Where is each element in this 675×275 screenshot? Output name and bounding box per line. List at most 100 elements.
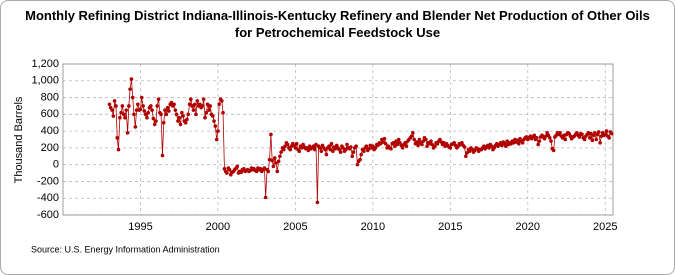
data-point <box>181 114 185 118</box>
data-point <box>577 135 582 139</box>
data-point <box>266 169 271 174</box>
x-tick-label: 2015 <box>438 221 462 233</box>
data-point <box>351 150 356 154</box>
data-point <box>155 104 159 108</box>
data-point <box>534 136 539 140</box>
data-point <box>139 95 144 100</box>
data-point <box>604 129 609 133</box>
data-point <box>216 129 220 133</box>
data-point <box>125 130 130 135</box>
data-point <box>400 146 405 150</box>
data-point <box>272 156 277 160</box>
data-point <box>110 108 114 112</box>
data-point <box>119 110 123 115</box>
data-point <box>169 100 174 105</box>
data-point <box>200 104 205 108</box>
data-point <box>596 130 601 134</box>
data-point <box>107 102 112 107</box>
data-point <box>517 141 521 146</box>
data-point <box>421 139 426 143</box>
data-point <box>355 162 360 167</box>
data-point <box>211 114 215 118</box>
data-point <box>609 131 614 136</box>
data-point <box>271 164 276 169</box>
data-point <box>487 146 491 150</box>
data-point <box>152 122 157 127</box>
y-tick-label: 800 <box>41 91 59 103</box>
data-point <box>172 102 176 107</box>
data-point <box>424 137 428 142</box>
data-point <box>590 138 595 143</box>
data-point <box>186 112 190 117</box>
data-point <box>324 152 329 157</box>
data-point <box>417 137 422 142</box>
data-point <box>331 149 335 154</box>
y-tick-label: 1,000 <box>31 75 59 87</box>
data-point <box>134 108 139 112</box>
data-point <box>359 152 364 157</box>
data-point <box>389 146 393 151</box>
data-point <box>121 112 126 117</box>
data-point <box>358 157 362 162</box>
data-point <box>165 105 170 110</box>
data-point <box>448 146 453 150</box>
data-point <box>547 136 552 140</box>
data-point <box>143 112 148 117</box>
data-point <box>395 142 400 147</box>
data-point <box>462 145 467 149</box>
data-point <box>263 195 268 200</box>
data-point <box>116 147 121 152</box>
y-tick-label: -600 <box>37 209 59 221</box>
x-tick-label: 2025 <box>593 221 617 233</box>
data-point <box>318 146 322 150</box>
data-point <box>338 150 343 154</box>
data-point <box>594 137 599 142</box>
x-tick-label: 2000 <box>206 221 230 233</box>
data-point <box>111 114 116 118</box>
data-point <box>205 102 210 107</box>
data-point <box>412 137 417 142</box>
data-point <box>128 87 132 91</box>
data-point <box>130 95 135 100</box>
data-point <box>276 159 281 164</box>
data-point <box>411 130 415 135</box>
plot-border <box>62 63 614 216</box>
data-point <box>220 99 224 103</box>
data-point <box>115 136 120 140</box>
data-point <box>114 104 118 108</box>
data-point <box>354 144 358 149</box>
data-point <box>274 161 278 165</box>
data-point <box>345 142 349 147</box>
data-point <box>185 117 189 122</box>
data-point <box>118 115 122 120</box>
data-point <box>537 139 542 143</box>
data-point <box>281 147 286 152</box>
data-point <box>177 115 181 120</box>
data-point <box>464 154 468 159</box>
data-point <box>341 146 345 150</box>
y-tick-label: 600 <box>41 108 59 120</box>
x-tick-label: 2005 <box>283 221 307 233</box>
x-tick-label: 2010 <box>361 221 385 233</box>
y-tick-label: 0 <box>53 159 59 171</box>
data-point <box>328 147 333 152</box>
y-tick-label: -200 <box>37 175 59 187</box>
data-point <box>150 108 154 112</box>
data-point <box>598 141 602 145</box>
data-point <box>201 97 206 102</box>
data-point <box>503 144 508 149</box>
data-point <box>314 142 318 147</box>
data-point <box>371 144 375 149</box>
data-point <box>208 104 212 108</box>
data-point <box>204 110 209 115</box>
data-point <box>213 124 218 128</box>
data-point <box>191 108 196 112</box>
data-point <box>430 142 434 147</box>
data-point <box>404 144 409 149</box>
data-point <box>329 141 334 146</box>
data-point <box>349 145 353 149</box>
data-point <box>275 169 280 174</box>
x-tick-label: 2020 <box>516 221 540 233</box>
